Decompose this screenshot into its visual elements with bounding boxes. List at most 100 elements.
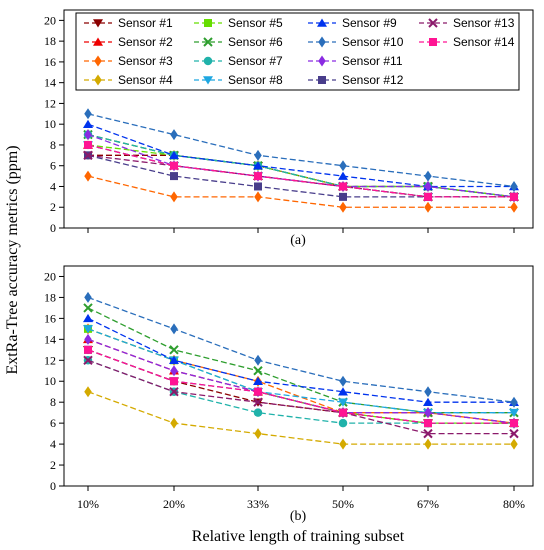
data-point <box>253 161 263 170</box>
y-tick-label: 4 <box>50 437 56 451</box>
legend-item-sensor-12: Sensor #12 <box>308 73 404 87</box>
y-tick-label: 4 <box>50 179 56 193</box>
data-point <box>169 355 179 365</box>
y-tick-label: 2 <box>50 200 56 214</box>
data-point <box>170 161 178 170</box>
legend-marker <box>94 74 102 86</box>
legend-item-sensor-6: Sensor #6 <box>194 35 283 49</box>
series-line <box>87 328 514 414</box>
series-line <box>87 154 514 198</box>
series-sensor-14 <box>84 140 518 201</box>
legend-item-sensor-13: Sensor #13 <box>419 16 515 30</box>
x-tick-label: 10% <box>77 497 99 511</box>
legend-item-sensor-1: Sensor #1 <box>84 16 173 30</box>
data-point <box>170 377 178 386</box>
series-line <box>87 175 514 208</box>
panel-a-series <box>83 108 519 213</box>
data-point <box>254 182 262 191</box>
legend-marker <box>203 76 213 85</box>
y-tick-label: 10 <box>44 374 56 388</box>
x-axis-label: Relative length of training subset <box>192 528 405 545</box>
data-point <box>339 438 347 450</box>
legend-box <box>75 12 520 91</box>
legend: Sensor #1 Sensor #2 Sensor #3 Sensor #4 Sens… <box>75 12 520 91</box>
data-point <box>169 150 179 160</box>
series-line <box>87 113 515 188</box>
data-point <box>83 119 93 128</box>
legend-label: Sensor #12 <box>342 73 404 87</box>
data-point <box>84 129 92 141</box>
data-point <box>254 191 262 203</box>
panel-a-caption: (a) <box>290 233 306 248</box>
data-point <box>338 387 348 396</box>
data-point <box>254 172 262 181</box>
y-tick-label: 10 <box>44 117 56 131</box>
series-line <box>87 123 514 188</box>
series-sensor-3 <box>84 170 518 213</box>
data-point <box>510 438 518 450</box>
panel-b-y-ticks: 0 2 4 6 8 10 12 14 16 18 20 <box>44 269 64 493</box>
data-point <box>170 417 178 429</box>
series-line <box>87 144 514 198</box>
legend-marker <box>203 56 213 66</box>
series-line <box>87 154 514 198</box>
legend-label: Sensor #14 <box>453 35 515 49</box>
y-tick-label: 18 <box>44 34 56 48</box>
y-tick-label: 20 <box>44 13 56 27</box>
data-point <box>510 180 518 192</box>
legend-item-sensor-2: Sensor #2 <box>84 35 173 49</box>
y-tick-label: 20 <box>44 269 56 283</box>
legend-label: Sensor #7 <box>228 54 283 68</box>
data-point <box>170 129 178 141</box>
y-tick-label: 18 <box>44 290 56 304</box>
legend-item-sensor-7: Sensor #7 <box>194 54 283 68</box>
y-tick-label: 12 <box>44 96 56 110</box>
data-point <box>83 325 93 334</box>
data-point <box>424 201 432 213</box>
legend-label: Sensor #11 <box>342 54 403 68</box>
data-point <box>254 354 262 366</box>
legend-item-sensor-10: Sensor #10 <box>308 35 404 49</box>
data-point <box>84 333 92 345</box>
legend-label: Sensor #13 <box>453 16 515 30</box>
legend-marker <box>204 19 212 27</box>
data-point <box>339 201 347 213</box>
legend-label: Sensor #9 <box>342 16 397 30</box>
y-tick-label: 12 <box>44 353 56 367</box>
data-point <box>169 345 179 355</box>
data-point <box>509 408 519 418</box>
x-tick-label: 33% <box>247 497 269 511</box>
y-tick-label: 0 <box>50 479 56 493</box>
legend-item-sensor-11: Sensor #11 <box>308 54 403 68</box>
data-point <box>338 418 348 428</box>
data-point <box>510 192 518 201</box>
data-point <box>339 192 347 201</box>
x-tick-label: 67% <box>417 497 439 511</box>
legend-item-sensor-9: Sensor #9 <box>308 16 397 30</box>
data-point <box>83 150 93 161</box>
legend-marker <box>93 37 103 46</box>
data-point <box>253 408 263 417</box>
data-point <box>253 366 263 376</box>
legend-label: Sensor #8 <box>228 73 283 87</box>
series-line <box>87 359 514 435</box>
data-point <box>424 407 432 419</box>
data-point <box>424 419 432 428</box>
panel-b-caption: (b) <box>290 509 307 524</box>
data-point <box>84 345 92 354</box>
legend-marker <box>318 36 326 48</box>
panel-a-frame <box>63 9 534 229</box>
data-point <box>424 170 432 182</box>
series-line <box>87 296 515 403</box>
x-tick-label: 50% <box>332 497 354 511</box>
y-axis-label: ExtRa-Tree accuracy metrics (ppm) <box>4 145 21 374</box>
data-point <box>84 140 92 149</box>
data-point <box>254 387 262 396</box>
data-point <box>253 376 263 385</box>
series-line <box>87 144 515 198</box>
data-point <box>339 375 347 387</box>
legend-item-sensor-14: Sensor #14 <box>419 35 515 49</box>
y-tick-label: 0 <box>50 221 56 235</box>
